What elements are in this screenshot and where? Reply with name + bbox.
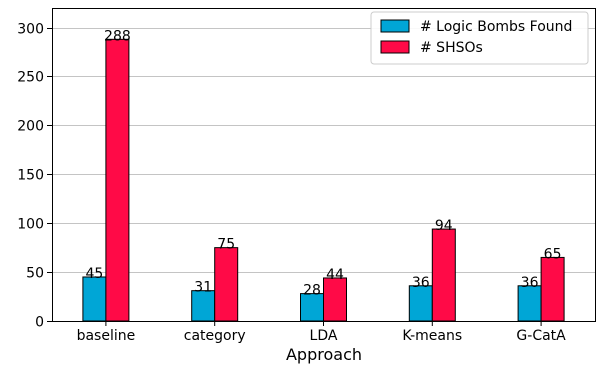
x-axis-title: Approach xyxy=(286,345,362,364)
data-labels: 45 288 31 75 28 44 36 94 36 65 xyxy=(85,28,561,298)
bar-value-label: 44 xyxy=(326,267,344,283)
legend-swatch xyxy=(380,19,410,33)
bar-value-label: 36 xyxy=(521,275,539,291)
bar-shsos xyxy=(323,277,347,322)
x-tick-label: baseline xyxy=(77,328,136,344)
bar-value-label: 65 xyxy=(544,246,562,262)
bar-value-label: 36 xyxy=(412,275,430,291)
bar-shsos xyxy=(214,247,239,322)
bar-value-label: 288 xyxy=(104,28,131,44)
y-tick-label: 200 xyxy=(17,119,44,135)
legend: # Logic Bombs Found # SHSOs xyxy=(370,11,589,65)
bar-value-label: 94 xyxy=(435,218,453,234)
bar-value-label: 45 xyxy=(85,266,103,282)
x-tick-label: category xyxy=(184,328,246,344)
bar-logic-bombs xyxy=(517,285,542,322)
bar-shsos xyxy=(105,38,130,322)
bar-shsos xyxy=(431,228,456,322)
y-tick-label: 50 xyxy=(26,266,44,282)
grid-lines xyxy=(52,28,596,273)
y-axis: 0 50 100 150 200 250 300 xyxy=(17,22,52,331)
legend-box xyxy=(370,11,589,65)
bar-value-label: 28 xyxy=(303,283,321,299)
x-axis: baseline category LDA K-means G-CatA xyxy=(77,321,566,344)
y-tick-label: 100 xyxy=(17,217,44,233)
y-tick-label: 250 xyxy=(17,70,44,86)
y-tick-label: 150 xyxy=(17,168,44,184)
x-tick-label: G-CatA xyxy=(516,328,566,344)
y-tick-label: 0 xyxy=(35,315,44,331)
bar-shsos xyxy=(540,256,565,322)
bar-logic-bombs xyxy=(408,285,433,322)
legend-swatch xyxy=(380,40,410,54)
x-tick-label: K-means xyxy=(402,328,462,344)
bar-value-label: 31 xyxy=(194,280,212,296)
x-tick-label: LDA xyxy=(310,328,338,344)
bar-logic-bombs xyxy=(82,276,107,322)
y-tick-label: 300 xyxy=(17,22,44,38)
legend-label: # Logic Bombs Found xyxy=(420,19,572,35)
bars xyxy=(82,38,565,322)
bar-value-label: 75 xyxy=(217,237,235,253)
legend-label: # SHSOs xyxy=(420,40,483,56)
